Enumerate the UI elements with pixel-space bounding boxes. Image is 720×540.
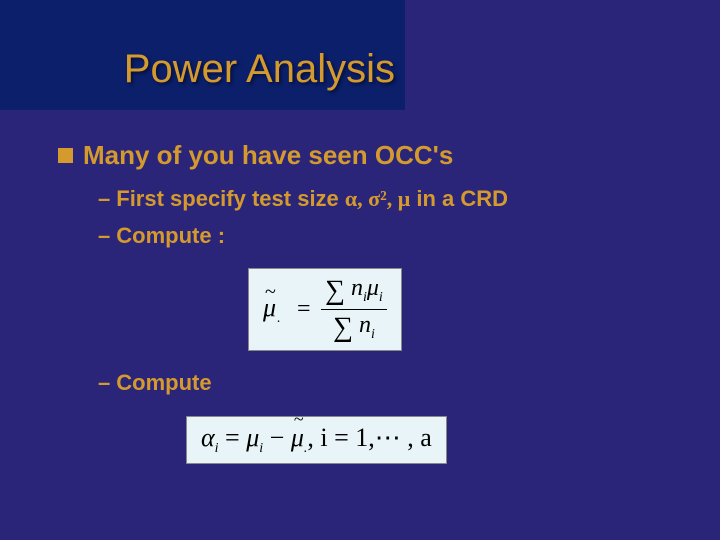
content-area: Many of you have seen OCC's – First spec… <box>58 140 680 482</box>
formula2-content: αi = μi − ~μ., i = 1,⋯ , a <box>201 423 432 452</box>
bullet-square-icon <box>58 148 73 163</box>
mu-symbol: μ <box>367 275 379 301</box>
fraction-numerator: ∑ niμi <box>321 275 387 310</box>
bullet-text: Many of you have seen OCC's <box>83 140 453 171</box>
sub1-prefix: First specify test size <box>116 186 345 211</box>
sub1-suffix: in a CRD <box>410 186 508 211</box>
i-sub: i <box>371 327 375 342</box>
alpha-symbol: α <box>201 423 215 452</box>
sub-item-2: – Compute : <box>98 222 680 251</box>
equals-sign: = <box>219 423 247 452</box>
formula1-wrap: ~ μ. = ∑ niμi ∑ ni <box>248 258 680 369</box>
sub1-symbols: α, σ², μ <box>345 186 410 211</box>
tilde-icon: ~ <box>294 409 304 430</box>
equals-sign: = <box>297 296 311 322</box>
sub2-text: Compute : <box>116 222 225 251</box>
formula2-wrap: αi = μi − ~μ., i = 1,⋯ , a <box>186 406 680 482</box>
dash-icon: – <box>98 222 110 251</box>
slide-title: Power Analysis <box>124 47 395 92</box>
formula1-box: ~ μ. = ∑ niμi ∑ ni <box>248 268 402 351</box>
sigma-icon: ∑ <box>325 275 345 306</box>
n-symbol: n <box>351 275 363 301</box>
slide: Power Analysis Many of you have seen OCC… <box>0 0 720 540</box>
ellipsis-icon: ⋯ <box>375 423 401 452</box>
sub3-text: Compute <box>116 369 211 398</box>
formula1-lhs: ~ μ. <box>263 293 281 327</box>
formula1-fraction: ∑ niμi ∑ ni <box>321 275 387 344</box>
sigma-icon: ∑ <box>333 312 353 343</box>
sub-item-3: – Compute <box>98 369 680 398</box>
mu-symbol: μ <box>246 423 259 452</box>
minus-sign: − <box>263 423 291 452</box>
dash-icon: – <box>98 185 110 214</box>
bullet-row: Many of you have seen OCC's <box>58 140 680 171</box>
mu-tilde-inline: ~μ <box>291 423 304 453</box>
sub1-text: First specify test size α, σ², μ in a CR… <box>116 185 508 214</box>
dot-sub: . <box>277 311 281 326</box>
i-sub: i <box>379 290 383 305</box>
formula2-range: , i = 1, <box>307 423 374 452</box>
tilde-icon: ~ <box>265 281 276 304</box>
dash-icon: – <box>98 369 110 398</box>
n-symbol: n <box>359 312 371 338</box>
formula2-box: αi = μi − ~μ., i = 1,⋯ , a <box>186 416 447 464</box>
title-band: Power Analysis <box>0 0 405 110</box>
formula2-tail: , a <box>401 423 432 452</box>
sub-list: – First specify test size α, σ², μ in a … <box>98 185 680 482</box>
sub-item-1: – First specify test size α, σ², μ in a … <box>98 185 680 214</box>
fraction-denominator: ∑ ni <box>321 310 387 344</box>
